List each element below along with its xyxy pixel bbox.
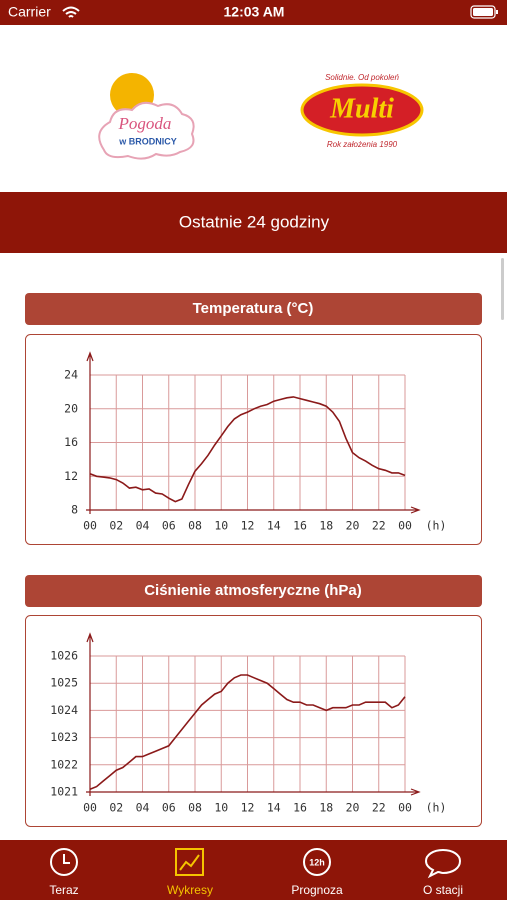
y-tick-label: 8: [71, 503, 78, 517]
x-tick-label: 18: [319, 519, 333, 533]
chart-title: Ciśnienie atmosferyczne (hPa): [144, 582, 362, 599]
forecast-icon: [303, 848, 331, 876]
carrier: Carrier: [8, 4, 51, 20]
info-icon: [424, 848, 462, 879]
x-axis: [86, 506, 421, 514]
logo-subtitle: w BRODNICY: [118, 136, 177, 146]
x-tick-label: 18: [319, 801, 333, 815]
x-tick-label: 06: [162, 519, 176, 533]
tab-label: Prognoza: [291, 883, 343, 897]
logo-slogan: Solidnie. Od pokoleń: [325, 73, 399, 82]
x-tick-label: 06: [162, 801, 176, 815]
y-tick-label: 1026: [50, 649, 78, 663]
battery-level: [473, 8, 493, 16]
wifi-icon: [62, 6, 80, 18]
tab-label: O stacji: [423, 883, 463, 897]
clock-icon: [50, 848, 78, 876]
x-tick-label: 00: [83, 801, 97, 815]
logo-multi: Solidnie. Od pokoleń Multi Rok założenia…: [300, 73, 424, 149]
scrollbar: [501, 258, 504, 320]
x-tick-label: 14: [267, 801, 281, 815]
x-tick-label: 10: [214, 519, 228, 533]
x-tick-label: 00: [83, 519, 97, 533]
x-tick-label: 10: [214, 801, 228, 815]
y-tick-label: 12: [64, 469, 78, 483]
x-axis: [86, 788, 421, 796]
x-tick-label: 14: [267, 519, 281, 533]
tab-label: Wykresy: [167, 883, 213, 897]
cloud: [98, 101, 195, 160]
tab-prognoza[interactable]: 12h Prognoza: [291, 848, 343, 897]
x-tick-label: 00: [398, 801, 412, 815]
y-tick-label: 24: [64, 368, 78, 382]
x-tick-label: 08: [188, 801, 202, 815]
tab-bar: [0, 840, 507, 900]
chart-icon-line: [179, 854, 200, 871]
data-line: [89, 396, 406, 503]
chart-title: Temperatura (°C): [193, 300, 314, 317]
clock: 12:03 AM: [224, 4, 285, 20]
x-axis-label: (h): [426, 801, 447, 815]
tab-label: Teraz: [49, 883, 78, 897]
tab-wykresy[interactable]: Wykresy: [167, 848, 213, 897]
x-tick-label: 08: [188, 519, 202, 533]
logo-name: Multi: [329, 93, 394, 124]
x-tick-label: 16: [293, 801, 307, 815]
y-axis: [86, 351, 94, 514]
x-tick-label: 20: [346, 519, 360, 533]
chart-box: [25, 334, 482, 545]
chart-title-bar: [25, 293, 482, 325]
x-tick-label: 02: [109, 519, 123, 533]
x-tick-label: 12: [241, 519, 255, 533]
x-tick-label: 00: [398, 519, 412, 533]
status-bar: [0, 0, 507, 25]
x-tick-label: 22: [372, 519, 386, 533]
x-axis-label: (h): [426, 519, 447, 533]
chart-box: [25, 615, 482, 827]
logo-pogoda: Pogoda w BRODNICY: [98, 73, 195, 160]
x-tick-label: 02: [109, 801, 123, 815]
tab-o-stacji[interactable]: O stacji: [423, 848, 463, 897]
forecast-icon-text: 12h: [309, 857, 325, 867]
chart-title-bar: [25, 575, 482, 607]
clock-hands: [63, 854, 70, 864]
y-tick-label: 1023: [50, 730, 78, 744]
logo-founded: Rok założenia 1990: [327, 140, 398, 149]
battery-tip: [496, 10, 498, 14]
tab-teraz[interactable]: Teraz: [49, 848, 79, 897]
x-tick-label: 04: [136, 801, 150, 815]
header-band: [0, 192, 507, 253]
header-title: Ostatnie 24 godziny: [179, 212, 330, 231]
x-tick-label: 04: [136, 519, 150, 533]
battery: [470, 5, 496, 19]
x-tick-label: 22: [372, 801, 386, 815]
y-tick-label: 1021: [50, 785, 78, 799]
y-tick-label: 16: [64, 435, 78, 449]
y-tick-label: 1022: [50, 757, 78, 771]
x-tick-label: 12: [241, 801, 255, 815]
data-line: [89, 674, 406, 791]
y-tick-label: 20: [64, 401, 78, 415]
x-tick-label: 16: [293, 519, 307, 533]
x-tick-label: 20: [346, 801, 360, 815]
y-tick-label: 1024: [50, 703, 78, 717]
logo-oval: [300, 83, 424, 137]
logo-title: Pogoda: [118, 114, 172, 133]
chart-icon: [175, 848, 204, 876]
y-axis: [86, 632, 94, 796]
y-tick-label: 1025: [50, 676, 78, 690]
